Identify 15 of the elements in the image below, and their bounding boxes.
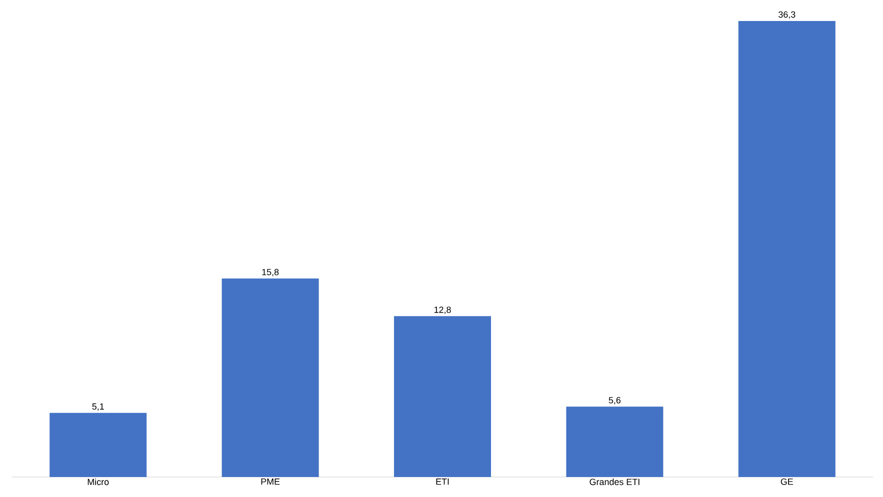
bar bbox=[394, 316, 492, 477]
x-tick-label: Micro bbox=[88, 478, 109, 486]
bar bbox=[566, 406, 664, 477]
x-tick-label: GE bbox=[780, 478, 793, 485]
bar bbox=[50, 412, 147, 477]
x-tick-label: PME bbox=[261, 478, 280, 485]
data-label: 12,8 bbox=[434, 306, 451, 314]
x-tick-label: ETI bbox=[436, 478, 449, 485]
bar bbox=[222, 278, 319, 477]
bar bbox=[738, 20, 836, 477]
data-label: 5,6 bbox=[608, 397, 621, 404]
data-label: 5,1 bbox=[92, 403, 104, 411]
x-tick-label: Grandes ETI bbox=[590, 478, 640, 486]
data-label: 15,8 bbox=[262, 268, 279, 276]
data-label: 36,3 bbox=[778, 11, 796, 19]
